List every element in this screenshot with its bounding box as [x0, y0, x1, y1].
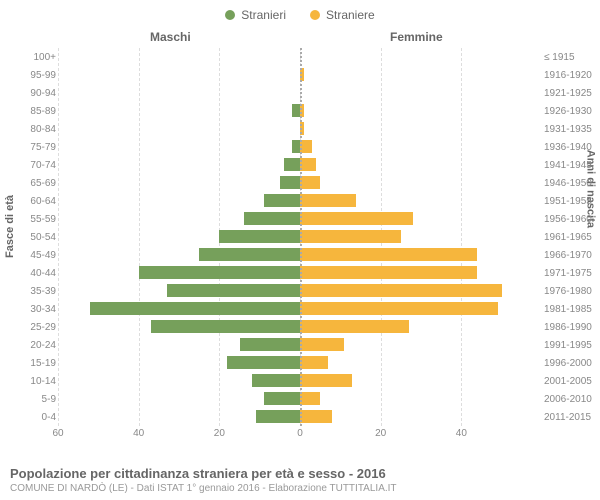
age-label: 60-64 — [16, 196, 56, 207]
birth-year-label: 1991-1995 — [544, 340, 600, 351]
x-tick-label: 0 — [297, 428, 303, 439]
age-label: 30-34 — [16, 304, 56, 315]
bar-male — [244, 212, 300, 225]
center-axis — [300, 48, 302, 426]
birth-year-label: 1946-1950 — [544, 178, 600, 189]
age-label: 15-19 — [16, 358, 56, 369]
age-label: 35-39 — [16, 286, 56, 297]
birth-year-label: 1926-1930 — [544, 106, 600, 117]
bar-male — [151, 320, 300, 333]
birth-year-label: ≤ 1915 — [544, 52, 600, 63]
age-label: 75-79 — [16, 142, 56, 153]
legend-item-male: Stranieri — [225, 8, 286, 22]
legend-swatch-female — [310, 10, 320, 20]
bar-male — [256, 410, 300, 423]
bar-female — [300, 248, 477, 261]
age-label: 50-54 — [16, 232, 56, 243]
bar-female — [300, 230, 401, 243]
bar-male — [90, 302, 300, 315]
birth-year-label: 2011-2015 — [544, 412, 600, 423]
bar-male — [167, 284, 300, 297]
x-tick-label: 60 — [52, 428, 63, 439]
birth-year-label: 1931-1935 — [544, 124, 600, 135]
x-tick-label: 40 — [456, 428, 467, 439]
header-female: Femmine — [390, 30, 443, 44]
age-label: 5-9 — [16, 394, 56, 405]
age-label: 40-44 — [16, 268, 56, 279]
bar-female — [300, 158, 316, 171]
age-label: 95-99 — [16, 70, 56, 81]
birth-year-label: 1921-1925 — [544, 88, 600, 99]
bar-male — [199, 248, 300, 261]
footer-title: Popolazione per cittadinanza straniera p… — [10, 466, 590, 481]
birth-year-label: 1996-2000 — [544, 358, 600, 369]
birth-year-label: 1956-1960 — [544, 214, 600, 225]
birth-year-label: 2006-2010 — [544, 394, 600, 405]
bar-male — [292, 104, 300, 117]
age-label: 20-24 — [16, 340, 56, 351]
bar-female — [300, 356, 328, 369]
birth-year-label: 1936-1940 — [544, 142, 600, 153]
bar-female — [300, 284, 502, 297]
bar-male — [280, 176, 300, 189]
bar-male — [264, 392, 300, 405]
birth-year-label: 1951-1955 — [544, 196, 600, 207]
x-tick-label: 20 — [375, 428, 386, 439]
bar-male — [252, 374, 300, 387]
age-label: 65-69 — [16, 178, 56, 189]
legend-label-female: Straniere — [326, 8, 375, 22]
age-label: 25-29 — [16, 322, 56, 333]
y-axis-left-title: Fasce di età — [4, 195, 16, 258]
bar-male — [240, 338, 301, 351]
birth-year-label: 1941-1945 — [544, 160, 600, 171]
legend-item-female: Straniere — [310, 8, 375, 22]
age-label: 70-74 — [16, 160, 56, 171]
age-label: 0-4 — [16, 412, 56, 423]
bar-male — [139, 266, 300, 279]
legend-swatch-male — [225, 10, 235, 20]
bar-female — [300, 176, 320, 189]
birth-year-label: 1916-1920 — [544, 70, 600, 81]
bar-female — [300, 194, 356, 207]
age-label: 80-84 — [16, 124, 56, 135]
age-label: 45-49 — [16, 250, 56, 261]
age-label: 55-59 — [16, 214, 56, 225]
age-label: 10-14 — [16, 376, 56, 387]
footer: Popolazione per cittadinanza straniera p… — [10, 466, 590, 494]
birth-year-label: 1961-1965 — [544, 232, 600, 243]
header-male: Maschi — [150, 30, 191, 44]
legend: Stranieri Straniere — [0, 0, 600, 26]
footer-subtitle: COMUNE DI NARDÒ (LE) - Dati ISTAT 1° gen… — [10, 483, 590, 494]
bar-female — [300, 392, 320, 405]
bar-male — [292, 140, 300, 153]
birth-year-label: 1971-1975 — [544, 268, 600, 279]
bar-male — [227, 356, 300, 369]
age-label: 90-94 — [16, 88, 56, 99]
birth-year-label: 1966-1970 — [544, 250, 600, 261]
birth-year-label: 1986-1990 — [544, 322, 600, 333]
bar-male — [219, 230, 300, 243]
chart-area: Fasce di età Anni di nascita 100+≤ 19159… — [0, 48, 600, 443]
bar-male — [264, 194, 300, 207]
age-label: 100+ — [16, 52, 56, 63]
birth-year-label: 2001-2005 — [544, 376, 600, 387]
bar-female — [300, 410, 332, 423]
bar-female — [300, 302, 498, 315]
bar-male — [284, 158, 300, 171]
birth-year-label: 1976-1980 — [544, 286, 600, 297]
x-tick-label: 20 — [214, 428, 225, 439]
bar-female — [300, 212, 413, 225]
birth-year-label: 1981-1985 — [544, 304, 600, 315]
bar-female — [300, 338, 344, 351]
legend-label-male: Stranieri — [241, 8, 286, 22]
age-label: 85-89 — [16, 106, 56, 117]
bar-female — [300, 320, 409, 333]
bar-female — [300, 266, 477, 279]
bar-female — [300, 374, 352, 387]
x-tick-label: 40 — [133, 428, 144, 439]
